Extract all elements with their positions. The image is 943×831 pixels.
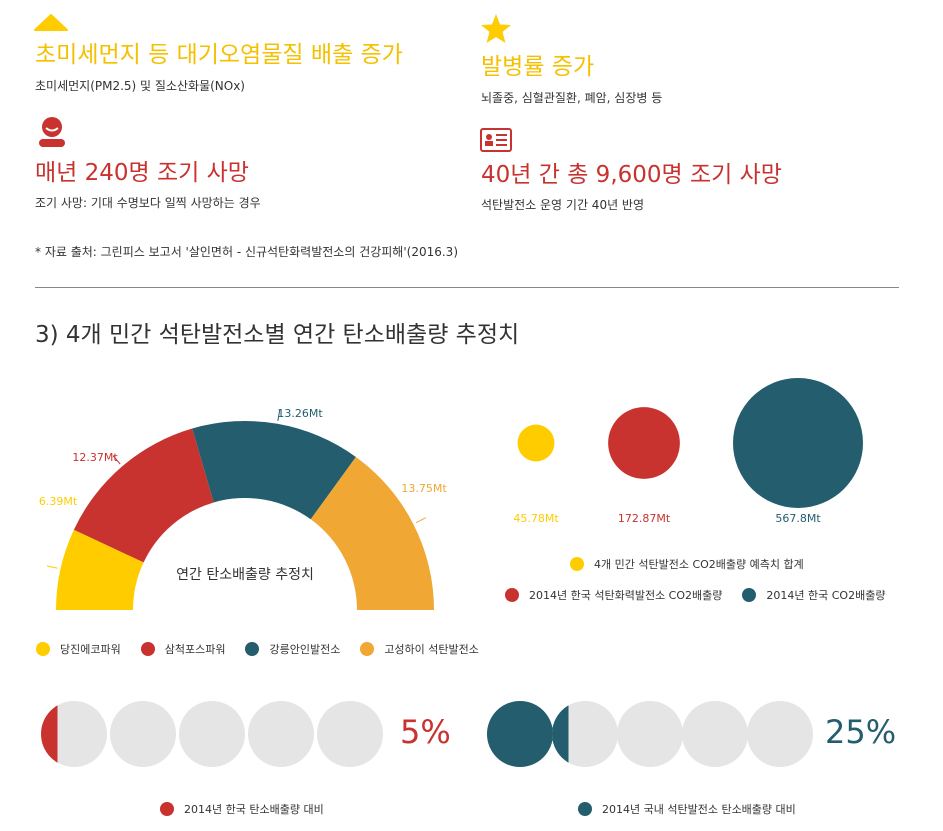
legend-item: 당진에코파워 (36, 641, 121, 657)
picto-circle (682, 701, 748, 767)
id-card-icon (480, 128, 512, 152)
donut-leader (112, 455, 121, 465)
picto-circle (248, 701, 314, 767)
legend-dot (140, 642, 155, 656)
bubble-data-label: 567.8Mt (775, 512, 821, 525)
block1-title: 초미세먼지 등 대기오염물질 배출 증가 (35, 42, 403, 68)
picto-circle (179, 701, 245, 767)
picto-fill (487, 701, 553, 767)
section-title: 3) 4개 민간 석탄발전소별 연간 탄소배출량 추정치 (35, 322, 520, 348)
bubble-data-label: 172.87Mt (618, 512, 671, 525)
semi-donut-chart: 6.39Mt 12.37Mt 13.26Mt 13.75Mt (39, 407, 447, 610)
person-icon (39, 117, 65, 147)
legend-item: 강릉안인발전소 (245, 641, 340, 657)
pictogram-coal (487, 701, 813, 767)
picto-circle (317, 701, 383, 767)
bubble-chart: 45.78Mt 172.87Mt 567.8Mt (513, 378, 863, 525)
legend-dot (36, 642, 50, 656)
bubble-data-label: 45.78Mt (513, 512, 559, 525)
legend-item: 2014년 한국 CO2배출량 (742, 587, 885, 603)
donut-leader (415, 517, 427, 524)
donut-data-label: 12.37Mt (72, 451, 118, 464)
block3-sub: 조기 사망: 기대 수명보다 일찍 사망하는 경우 (35, 196, 261, 210)
legend-dot (245, 642, 260, 656)
legend-dot (360, 642, 375, 656)
donut-data-label: 6.39Mt (39, 495, 78, 508)
picto-fill (552, 705, 569, 763)
donut-slice (73, 428, 214, 563)
legend-dot (742, 588, 757, 602)
bubble (608, 407, 680, 479)
donut-slice (56, 529, 144, 610)
pct-label-red: 5% (400, 713, 451, 751)
bubble (517, 424, 555, 462)
picto-circle (747, 701, 813, 767)
donut-leader (46, 565, 58, 569)
block2-sub: 뇌졸중, 심혈관질환, 폐암, 심장병 등 (481, 91, 663, 105)
donut-leader (277, 409, 281, 421)
legend-dot (160, 802, 174, 816)
source-note: * 자료 출처: 그린피스 보고서 '살인면허 - 신규석탄화력발전소의 건강피… (35, 245, 459, 259)
triangle-up-icon (34, 14, 68, 31)
block1-sub: 초미세먼지(PM2.5) 및 질소산화물(NOx) (35, 79, 245, 93)
legend-item: 삼척포스파워 (140, 641, 225, 657)
block4-sub: 석탄발전소 운영 기간 40년 반영 (481, 198, 645, 212)
block4-title: 40년 간 총 9,600명 조기 사망 (481, 162, 782, 188)
bubble-legend-2: 2014년 한국 석탄화력발전소 CO2배출량 2014년 한국 CO2배출량 (505, 587, 885, 603)
donut-slice (192, 421, 356, 520)
picto-fill (41, 705, 58, 763)
donut-data-label: 13.75Mt (401, 482, 447, 495)
pct-label-teal: 25% (825, 713, 897, 751)
star-icon (481, 14, 511, 43)
picto-circle (617, 701, 683, 767)
bubble-legend-1: 4개 민간 석탄발전소 CO2배출량 예측치 합계 (570, 556, 804, 572)
donut-center-title: 연간 탄소배출량 추정치 (176, 567, 314, 583)
bubble (733, 378, 863, 508)
legend-item: 2014년 한국 석탄화력발전소 CO2배출량 (505, 587, 722, 603)
legend-item: 고성하이 석탄발전소 (360, 641, 479, 657)
legend-dot (570, 557, 584, 571)
legend-dot (505, 588, 519, 602)
legend-dot (578, 802, 592, 816)
picto-legend-teal: 2014년 국내 석탄발전소 탄소배출량 대비 (578, 801, 796, 817)
block3-title: 매년 240명 조기 사망 (35, 160, 249, 186)
donut-data-label: 13.26Mt (277, 407, 323, 420)
donut-slice (310, 456, 434, 610)
pictogram-korea (41, 701, 383, 767)
donut-legend: 당진에코파워 삼척포스파워 강릉안인발전소 고성하이 석탄발전소 (36, 641, 479, 657)
divider (35, 287, 899, 288)
picto-legend-red: 2014년 한국 탄소배출량 대비 (160, 801, 324, 817)
picto-circle (110, 701, 176, 767)
block2-title: 발병률 증가 (481, 54, 595, 80)
